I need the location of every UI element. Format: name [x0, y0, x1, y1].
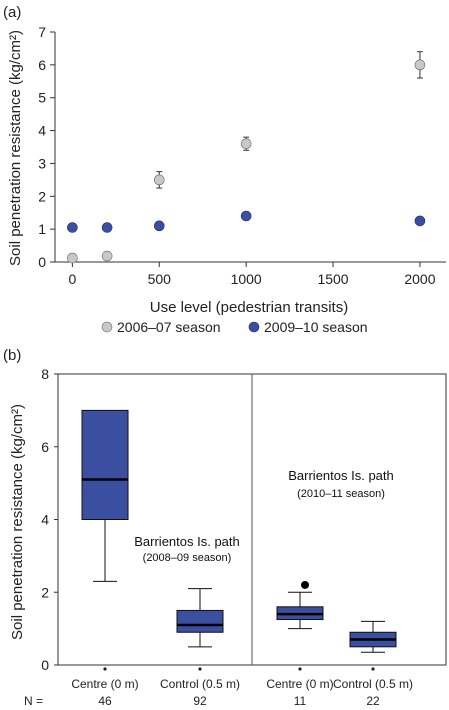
panel-a-y-tick-label: 0 — [38, 254, 46, 270]
panel-a-x-tick-label: 0 — [68, 271, 76, 287]
data-point-series-2 — [153, 220, 165, 232]
legend-label-2009-10: 2009–10 season — [264, 319, 368, 335]
panel-b: (b) Soil penetration resistance (kg/cm²)… — [3, 347, 447, 708]
box-iqr — [81, 409, 129, 520]
data-point-series-1 — [240, 138, 252, 150]
data-point-series-1 — [67, 252, 78, 264]
panel-b-y-tick-label: 4 — [41, 512, 49, 528]
panel-b-y-tick-label: 8 — [41, 366, 49, 382]
panel-a: (a) Soil penetration resistance (kg/cm²)… — [3, 4, 446, 335]
panel-a-x-tick-label: 2000 — [404, 271, 435, 287]
panel-a-x-axis-title: Use level (pedestrian transits) — [150, 299, 348, 316]
annotation-season-2010-11: (2010–11 season) — [297, 488, 385, 500]
panel-a-y-tick-label: 1 — [38, 221, 46, 237]
category-label: Control (0.5 m) — [333, 677, 413, 691]
data-point-series-1 — [101, 250, 113, 262]
panel-a-x-tick-label: 1000 — [231, 271, 262, 287]
panel-b-y-tick-label: 2 — [41, 584, 49, 600]
panel-a-points — [67, 51, 426, 264]
sample-size-label: 11 — [294, 694, 307, 708]
panel-a-y-tick-label: 2 — [38, 188, 46, 204]
panel-b-category-labels: Centre (0 m) 46 Control (0.5 m) 92 Centre (0… — [71, 667, 413, 708]
box-iqr — [176, 609, 224, 633]
data-point-series-2 — [101, 222, 113, 233]
outlier-point — [301, 580, 309, 589]
legend-marker-2006-07 — [101, 321, 113, 333]
panel-a-axes: 0 1 2 3 4 5 6 7 0 500 1000 1500 2000 — [38, 24, 446, 287]
category-label: Centre (0 m) — [71, 677, 138, 691]
category-tick — [298, 667, 302, 671]
category-tick — [371, 667, 375, 671]
legend-label-2006-07: 2006–07 season — [117, 319, 221, 335]
panel-a-y-tick-label: 3 — [38, 155, 46, 171]
data-point-series-2 — [240, 210, 252, 222]
panel-b-annotations: Barrientos Is. path (2008–09 season) Bar… — [134, 468, 394, 564]
data-point-series-2 — [414, 215, 426, 227]
data-point-series-1 — [414, 59, 426, 71]
panel-a-label: (a) — [3, 4, 21, 21]
panel-a-y-tick-label: 5 — [38, 90, 46, 106]
sample-size-label: 46 — [98, 694, 112, 708]
panel-b-y-tick-label: 0 — [41, 657, 49, 673]
annotation-path-2008-09: Barrientos Is. path — [134, 534, 240, 549]
sample-size-label: 92 — [193, 694, 207, 708]
annotation-season-2008-09: (2008–09 season) — [143, 552, 232, 564]
data-point-series-2 — [67, 222, 78, 233]
panel-a-y-axis-title: Soil penetration resistance (kg/cm²) — [7, 30, 24, 266]
annotation-path-2010-11: Barrientos Is. path — [288, 468, 394, 483]
legend-marker-2009-10 — [248, 321, 260, 333]
panel-b-label: (b) — [3, 347, 21, 364]
sample-size-label: 22 — [366, 694, 380, 708]
panel-a-x-tick-label: 1500 — [317, 271, 348, 287]
category-label: Control (0.5 m) — [160, 677, 240, 691]
panel-a-y-tick-label: 6 — [38, 57, 46, 73]
panel-b-y-tick-label: 6 — [41, 439, 49, 455]
panel-b-y-axis-title: Soil penetration resistance (kg/cm²) — [9, 404, 26, 640]
category-tick — [103, 667, 107, 671]
n-prefix: N = — [24, 694, 43, 708]
panel-a-y-tick-label: 4 — [38, 123, 46, 139]
category-label: Centre (0 m) — [266, 677, 333, 691]
category-tick — [198, 667, 202, 671]
panel-b-boxes — [81, 409, 397, 653]
panel-b-axes: 0 2 4 6 8 — [41, 366, 447, 673]
data-point-series-1 — [153, 174, 165, 186]
panel-a-legend: 2006–07 season 2009–10 season — [101, 319, 368, 335]
panel-a-y-tick-label: 7 — [38, 24, 46, 40]
panel-a-x-tick-label: 500 — [148, 271, 172, 287]
